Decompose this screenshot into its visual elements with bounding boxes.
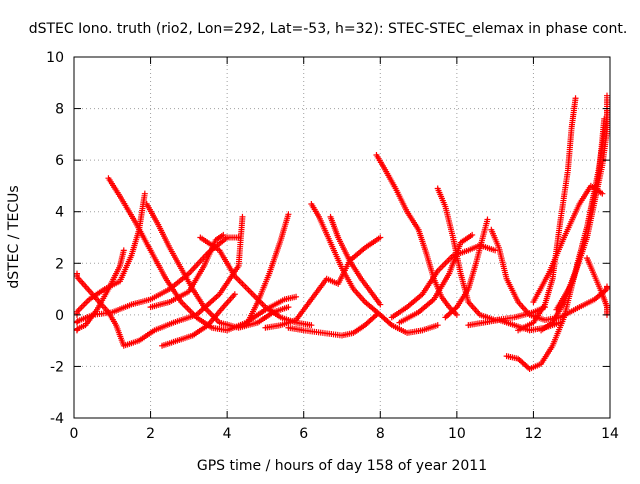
series-11 [308,200,441,336]
data-point-marker [120,247,127,254]
series-1 [74,213,246,349]
grid-lines [74,57,610,418]
y-tick-label: 4 [55,205,64,221]
series-14 [285,311,380,339]
series-13 [262,234,384,331]
data-point-marker [231,291,238,298]
y-tick-label: 8 [55,102,64,118]
data-point-marker [604,283,610,290]
y-tick-label: 10 [46,50,64,66]
data-point-marker [377,301,384,308]
data-point-marker [484,216,491,223]
series-19 [442,216,491,321]
x-tick-label: 2 [146,426,155,442]
axis-ticks: 0 2 4 6 8 10 12 14 -4 -2 0 2 4 6 8 10 [46,50,619,442]
series-16 [388,242,499,321]
series-7 [159,291,238,349]
data-point-marker [572,95,579,102]
y-tick-label: -4 [50,411,64,427]
data-point-marker [453,311,460,318]
series-8 [147,231,227,311]
series-4 [74,190,148,318]
y-tick-label: 0 [55,308,64,324]
data-point-marker [220,231,227,238]
y-tick-label: 6 [55,153,64,169]
x-tick-label: 6 [299,426,308,442]
series-23 [530,182,606,305]
data-point-marker [373,311,380,318]
y-tick-label: 2 [55,256,64,272]
data-point-marker [599,190,606,197]
series-15 [373,151,460,318]
plot-frame [73,56,611,419]
x-tick-label: 8 [376,426,385,442]
data-point-marker [293,293,300,300]
series-3 [105,175,300,334]
data-point-marker [557,319,564,326]
data-point-marker [308,322,315,329]
data-point-marker [285,211,292,218]
data-series [74,92,610,373]
chart-title: dSTEC Iono. truth (rio2, Lon=292, Lat=-5… [29,21,628,37]
data-point-marker [235,234,242,241]
data-point-marker [434,322,441,329]
x-tick-label: 10 [448,426,466,442]
y-tick-label: -2 [50,359,64,375]
series-22 [515,95,579,334]
x-tick-label: 0 [70,426,79,442]
series-6 [143,200,292,331]
data-point-marker [469,231,476,238]
data-point-marker [285,304,292,311]
x-tick-label: 12 [525,426,543,442]
data-point-marker [377,234,384,241]
data-point-marker [141,190,148,197]
x-tick-label: 14 [601,426,619,442]
series-18 [396,231,476,326]
series-10 [243,211,292,329]
data-point-marker [604,92,610,99]
x-tick-label: 4 [223,426,232,442]
series-27 [465,317,564,334]
y-axis-label: dSTEC / TECUs [6,185,22,288]
data-point-marker [239,213,246,220]
x-axis-label: GPS time / hours of day 158 of year 2011 [197,458,487,474]
